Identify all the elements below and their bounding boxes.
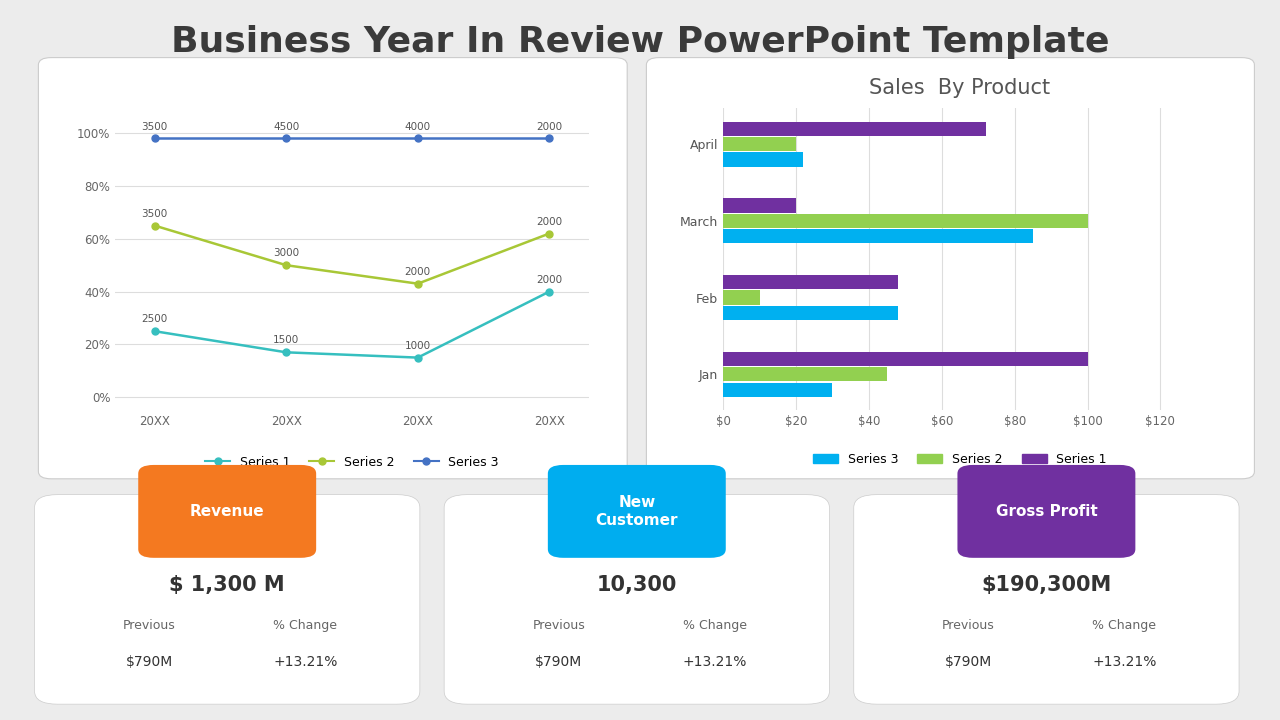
Text: % Change: % Change [273,618,337,631]
Text: +13.21%: +13.21% [682,654,748,669]
Text: New
Customer: New Customer [595,495,678,528]
Bar [723,153,804,166]
Text: 2000: 2000 [404,266,431,276]
Text: Previous: Previous [532,618,585,631]
Text: Revenue: Revenue [189,504,265,519]
Text: 2000: 2000 [536,122,562,132]
Bar [723,306,899,320]
Text: $790M: $790M [945,654,992,669]
Legend: Series 3, Series 2, Series 1: Series 3, Series 2, Series 1 [808,448,1112,471]
Text: 1000: 1000 [404,341,431,351]
Text: 2000: 2000 [536,217,562,227]
Text: $790M: $790M [125,654,173,669]
Text: +13.21%: +13.21% [1092,654,1157,669]
Bar [723,199,796,212]
Text: 3000: 3000 [273,248,300,258]
Text: Previous: Previous [123,618,175,631]
Bar [723,352,1088,366]
Text: 4500: 4500 [273,122,300,132]
Text: % Change: % Change [682,618,746,631]
Text: Gross Profit: Gross Profit [996,504,1097,519]
Text: 3500: 3500 [142,122,168,132]
Text: % Change: % Change [1092,618,1156,631]
Bar [723,290,759,305]
Text: 4000: 4000 [404,122,431,132]
Text: Previous: Previous [942,618,995,631]
Bar [723,382,832,397]
Text: 2000: 2000 [536,274,562,284]
Bar [723,367,887,382]
Text: $ 1,300 M: $ 1,300 M [169,575,285,595]
Title: Sales  By Product: Sales By Product [869,78,1051,98]
Text: 1500: 1500 [273,336,300,346]
Text: $790M: $790M [535,654,582,669]
Text: 2500: 2500 [142,314,168,324]
Bar [723,214,1088,228]
Text: 10,300: 10,300 [596,575,677,595]
Bar [723,275,899,289]
Legend: Series 1, Series 2, Series 3: Series 1, Series 2, Series 3 [200,451,504,474]
Text: 3500: 3500 [142,209,168,219]
Bar [723,122,986,136]
Bar [723,229,1033,243]
Text: Business Year In Review PowerPoint Template: Business Year In Review PowerPoint Templ… [170,25,1110,59]
Text: $190,300M: $190,300M [982,575,1111,595]
Text: +13.21%: +13.21% [273,654,338,669]
Bar [723,137,796,151]
